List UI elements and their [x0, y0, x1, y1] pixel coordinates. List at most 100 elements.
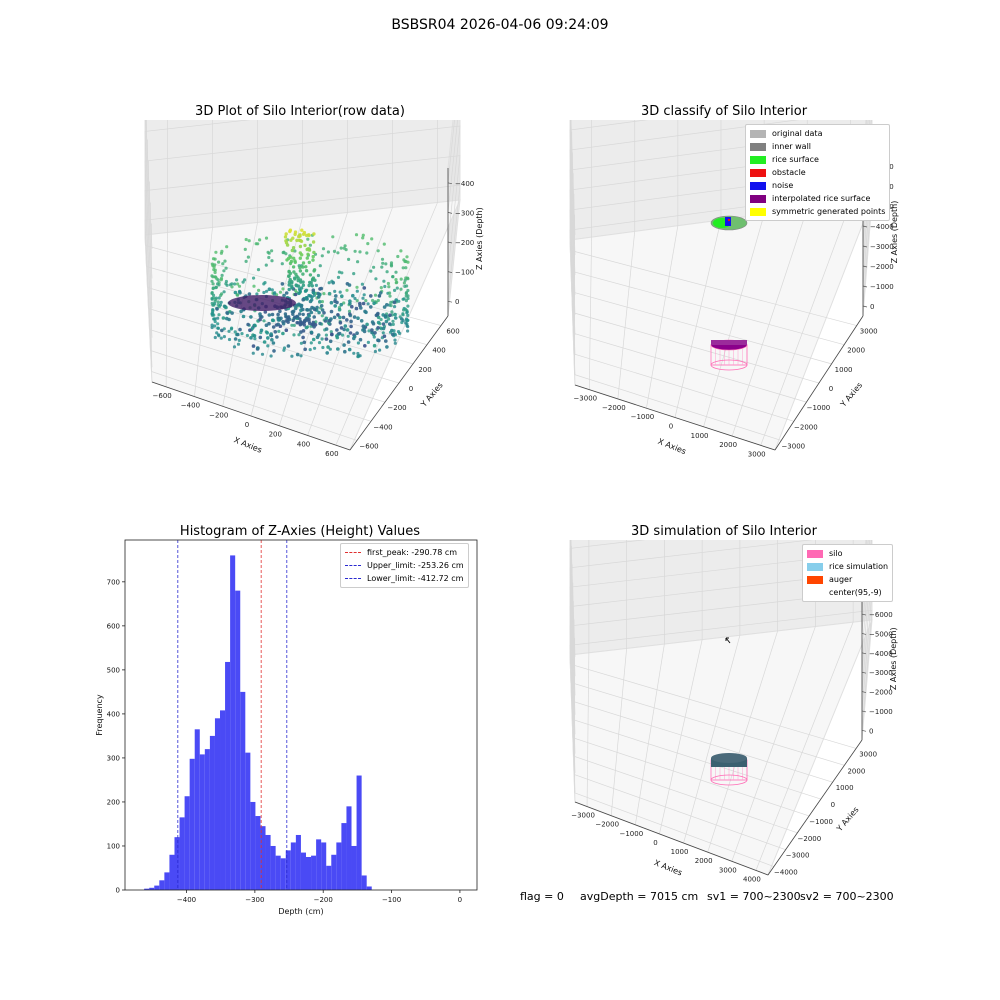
scatter-point [291, 246, 296, 250]
scatter-point [383, 315, 388, 319]
scatter-point [251, 344, 256, 348]
scatter-point [320, 337, 324, 341]
y-tick-label: 0 [829, 385, 833, 393]
scatter-point [225, 311, 229, 315]
scatter-point [243, 247, 247, 251]
scatter-point [298, 266, 302, 270]
legend-swatch [807, 575, 823, 584]
scatter-point [235, 278, 239, 282]
scatter-point [298, 288, 302, 292]
scatter-point [247, 292, 252, 296]
scatter-point [369, 305, 373, 309]
panel2-legend: original data inner wall rice surface obsta… [745, 124, 891, 221]
scatter-point [236, 293, 240, 297]
scatter-point [308, 308, 312, 312]
legend-swatch [750, 142, 766, 151]
scatter-point [258, 238, 262, 242]
scatter-point [320, 314, 324, 318]
scatter-point [403, 284, 407, 288]
scatter-point [307, 283, 311, 288]
scatter-point [405, 255, 409, 259]
legend-label: inner wall [772, 142, 812, 151]
histogram-bar [361, 875, 367, 890]
scatter-point [397, 299, 401, 303]
z-tick-label: −6000 [869, 611, 893, 619]
scatter-point [299, 341, 303, 345]
scatter-point [293, 306, 298, 311]
histogram-bar [305, 856, 312, 890]
scatter-point [252, 284, 256, 288]
scatter-points [210, 228, 410, 359]
scatter-point [349, 324, 353, 329]
z-tick-label: −100 [455, 269, 474, 277]
x-tick-label: −400 [177, 896, 196, 904]
scatter-point [262, 319, 266, 323]
scatter-point [384, 262, 388, 266]
scatter-point [329, 309, 334, 314]
scatter-point [394, 270, 398, 274]
scatter-point [324, 333, 328, 337]
scatter-point [354, 233, 359, 237]
scatter-point [311, 320, 315, 325]
scatter-point [366, 302, 370, 306]
scatter-point [301, 261, 306, 265]
scatter-point [298, 269, 303, 273]
grid-line [572, 718, 821, 800]
scatter-point [262, 340, 267, 344]
sv2-text: sv2 = 700~2300 [800, 890, 894, 903]
scatter-point [404, 299, 408, 303]
scatter-point [307, 233, 311, 237]
scatter-point [262, 290, 266, 295]
scatter-point [378, 291, 383, 295]
scatter-point [373, 349, 377, 354]
scatter-point [212, 317, 216, 321]
scatter-point [355, 285, 359, 289]
scatter-point [301, 283, 306, 287]
scatter-point [341, 333, 345, 337]
scatter-point [337, 331, 342, 336]
scatter-point [240, 332, 244, 336]
scatter-point [266, 250, 270, 254]
scatter-point [311, 240, 316, 244]
histogram-bar [316, 839, 322, 890]
x-tick-label: −300 [245, 896, 264, 904]
scatter-point [372, 343, 377, 348]
scatter-point [325, 351, 330, 355]
x-axis-line [574, 384, 776, 451]
scatter-point [293, 315, 297, 319]
scatter-point [317, 310, 321, 315]
legend-item: original data [750, 127, 885, 140]
scatter-point [292, 256, 296, 260]
grid-line [194, 227, 213, 397]
panel2-title: 3D classify of Silo Interior [640, 104, 808, 119]
scatter-point [307, 313, 312, 318]
grid-line [569, 590, 873, 773]
histogram-bar [356, 775, 362, 890]
interpolated-rice-band [711, 340, 747, 345]
grid-line [572, 737, 810, 817]
scatter-point [260, 352, 265, 356]
scatter-point [345, 288, 349, 292]
scatter-point [270, 288, 274, 292]
scatter-point [331, 235, 335, 239]
scatter-point [388, 313, 392, 317]
scatter-point [380, 265, 384, 269]
grid-line [573, 755, 798, 834]
status-line: flag = 0 avgDepth = 7015 cm sv1 = 700~23… [0, 890, 1000, 906]
scatter-point [246, 322, 250, 327]
scatter-point [227, 337, 232, 342]
scatter-point [327, 291, 332, 296]
scatter-point [317, 341, 322, 345]
scatter-point [292, 270, 296, 274]
scatter-point [384, 339, 388, 343]
scatter-point [395, 280, 399, 284]
scatter-point [298, 244, 303, 249]
scatter-point [272, 349, 276, 353]
scatter-point [216, 316, 220, 320]
x-tick-label: 3000 [748, 450, 766, 458]
scatter-point [350, 304, 354, 309]
scatter-point [361, 233, 365, 237]
scatter-point [295, 352, 300, 357]
scatter-point [273, 330, 278, 334]
scatter-point [216, 322, 220, 326]
